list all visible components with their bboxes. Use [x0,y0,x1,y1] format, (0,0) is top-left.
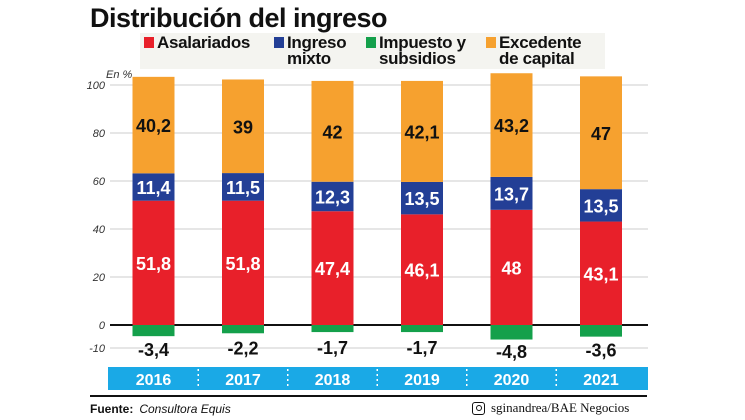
legend-label: de capital [499,49,575,68]
data-label-impuesto: -3,6 [585,340,616,360]
legend: Asalariados Ingreso mixto Impuesto y subsi… [140,33,605,69]
bar-asalariados-2016 [132,200,175,325]
chart-title: Distribución del ingreso [90,3,388,33]
category-band [108,367,648,390]
data-label-impuesto: -3,4 [138,340,169,360]
bar-asalariados-2017 [222,200,264,325]
instagram-icon [472,401,485,415]
legend-label: mixto [287,49,331,68]
legend-label: Excedente [499,33,582,52]
data-label-excedente: 42 [322,122,342,142]
source-text: Consultora Equis [139,402,231,416]
data-label-ingreso-mixto: 13,7 [494,184,529,204]
legend-swatch [274,37,284,48]
bar-impuesto-2021 [580,325,622,337]
legend-item-ingreso-mixto: Ingreso mixto [274,33,347,68]
data-label-impuesto: -1,7 [317,338,348,358]
bar-ingreso-mixto-2017 [222,173,264,201]
x-tick-label: 2021 [583,372,619,389]
bar-asalariados-2021 [580,221,622,325]
legend-item-impuesto: Impuesto y subsidios [366,33,466,68]
credit: sginandrea/BAE Negocios [472,400,629,416]
data-label-excedente: 39 [233,117,253,137]
unit-label: En % [106,69,133,81]
data-label-impuesto: -1,7 [406,338,437,358]
source-label: Fuente: [90,402,134,416]
bar-excedente-2017 [222,79,264,174]
data-label-asalariados: 43,1 [583,264,618,284]
y-tick-label: 100 [87,80,106,92]
legend-label: Asalariados [157,33,251,52]
data-label-ingreso-mixto: 11,5 [226,178,260,198]
legend-label: Ingreso [287,33,347,52]
bar-impuesto-2020 [490,325,533,340]
legend-label: Impuesto y [379,33,466,52]
y-tick-label: -10 [89,343,106,355]
bar-asalariados-2019 [401,214,443,325]
source-note: Fuente: Consultora Equis [90,402,231,416]
data-label-asalariados: 48 [501,258,521,278]
legend-item-excedente: Excedente de capital [486,33,582,68]
data-label-impuesto: -4,8 [496,342,527,362]
bar-excedente-2021 [580,76,622,190]
data-label-ingreso-mixto: 12,3 [315,187,350,207]
bar-ingreso-mixto-2020 [490,176,533,210]
y-tick-label: 20 [92,272,106,284]
bar-ingreso-mixto-2021 [580,189,622,222]
y-tick-label: 0 [99,320,106,332]
data-label-ingreso-mixto: 13,5 [583,196,618,216]
bar-impuesto-2019 [401,325,443,333]
data-label-asalariados: 47,4 [315,259,350,279]
bar-asalariados-2018 [311,211,354,325]
bar-impuesto-2017 [222,325,264,334]
x-tick-label: 2017 [225,372,261,389]
y-tick-label: 80 [93,128,106,140]
data-label-asalariados: 51,8 [136,254,171,274]
data-label-excedente: 42,1 [404,122,439,142]
legend-swatch [144,37,154,48]
data-label-excedente: 43,2 [494,116,529,136]
bar-impuesto-2016 [132,325,175,337]
bar-excedente-2020 [490,73,533,177]
x-tick-label: 2016 [136,372,172,389]
data-label-ingreso-mixto: 11,4 [136,178,170,198]
y-tick-label: 40 [93,224,106,236]
credit-text: sginandrea/BAE Negocios [491,400,630,415]
bar-excedente-2018 [311,80,354,182]
x-tick-label: 2019 [404,372,440,389]
bar-ingreso-mixto-2018 [311,181,354,212]
data-label-excedente: 47 [591,124,611,144]
bar-excedente-2019 [401,80,443,182]
data-label-ingreso-mixto: 13,5 [404,189,439,209]
bar-impuesto-2018 [311,325,354,333]
legend-swatch [486,37,496,48]
x-tick-label: 2020 [494,372,530,389]
y-tick-label: 60 [93,176,106,188]
data-label-impuesto: -2,2 [227,339,258,359]
footer-divider [90,395,647,397]
data-label-excedente: 40,2 [136,116,171,136]
data-label-asalariados: 51,8 [225,254,260,274]
bar-excedente-2016 [132,76,175,174]
bar-asalariados-2020 [490,209,533,325]
data-label-asalariados: 46,1 [404,261,439,281]
x-tick-label: 2018 [315,372,351,389]
legend-swatch [366,37,376,48]
legend-item-asalariados: Asalariados [144,33,251,52]
bar-ingreso-mixto-2016 [132,173,175,201]
legend-label: subsidios [379,49,456,68]
bar-ingreso-mixto-2019 [401,181,443,215]
